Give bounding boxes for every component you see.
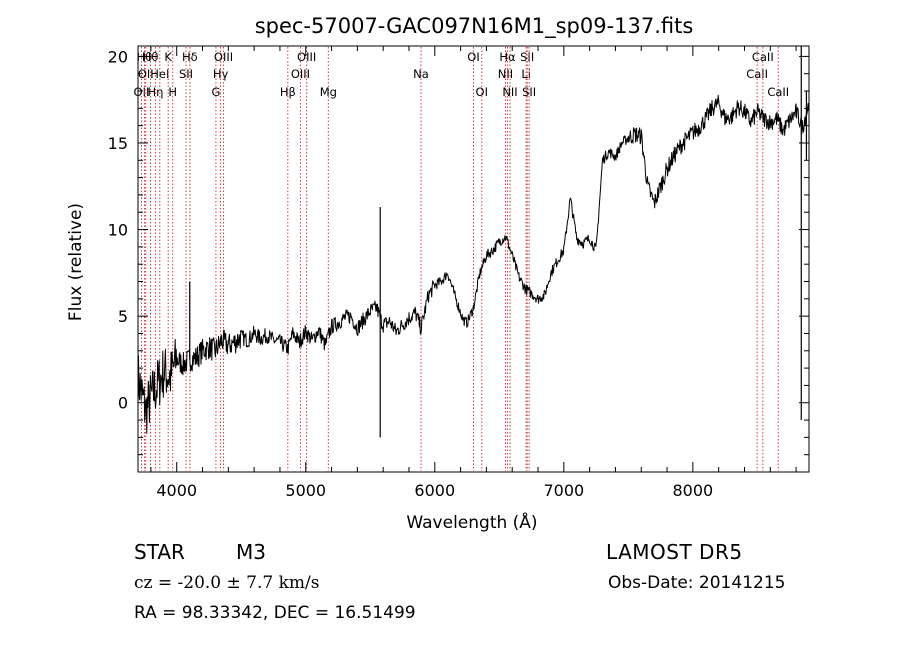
y-tick-label: 10 [108,221,128,240]
line-marker-label: NII [502,85,517,99]
line-marker-label: G [211,85,220,99]
line-marker-label: SII [522,85,536,99]
line-marker-label: Hβ [280,85,296,99]
obs-date: Obs-Date: 20141215 [608,573,786,593]
plot-frame [137,45,810,473]
line-marker-label: Hγ [213,67,229,81]
line-marker-label: OII [138,67,154,81]
line-marker-label: Hα [499,50,516,64]
line-marker-label: Hδ [182,50,198,64]
y-axis: 0 5 10 15 20 [108,47,809,456]
x-axis-label: Wavelength (Å) [406,511,537,533]
line-marker-label: CaII [752,50,774,64]
line-marker-label: OI [467,50,479,64]
line-marker-label: OI [476,85,488,99]
survey-name: LAMOST DR5 [606,540,743,564]
y-axis-label: Flux (relative) [66,203,86,321]
spectral-line-markers: OIIHθOIIHθHηHeIKHSIIHδGHγOIIIHβOIIIOIIIM… [134,47,789,471]
series-layer [137,46,810,438]
x-tick-label: 8000 [673,481,714,500]
x-tick-label: 4000 [156,481,197,500]
object-class: STAR [134,540,185,564]
y-tick-label: 5 [118,307,128,326]
coordinates: RA = 98.33342, DEC = 16.51499 [134,603,416,623]
chart-title: spec-57007-GAC097N16M1_sp09-137.fits [255,14,694,39]
line-marker-label: Mg [320,85,337,99]
line-marker-label: Hθ [143,50,159,64]
line-marker-label: SII [520,50,534,64]
line-marker-label: Na [413,67,429,81]
line-marker-label: K [164,50,172,64]
y-tick-label: 15 [108,134,128,153]
y-tick-label: 20 [108,47,128,66]
spectrum-line [137,94,810,434]
x-axis: 4000 5000 6000 7000 8000 [150,46,797,500]
line-marker-label: CaII [746,67,768,81]
line-marker-label: Hθ [137,50,153,64]
object-subclass: M3 [236,540,266,564]
x-tick-label: 7000 [543,481,584,500]
line-marker-label: OIII [291,67,310,81]
line-marker-label: CaII [767,85,789,99]
line-marker-label: OIII [214,50,233,64]
y-tick-label: 0 [118,394,128,413]
line-marker-label: SII [179,67,193,81]
x-tick-label: 6000 [414,481,455,500]
x-tick-label: 5000 [285,481,326,500]
velocity: cz = -20.0 ± 7.7 km/s [134,573,320,593]
line-marker-label: NII [498,67,513,81]
line-marker-label: Hη [147,85,163,99]
line-marker-label: Li [521,67,531,81]
line-marker-label: OIII [297,50,316,64]
line-marker-label: HeI [150,67,169,81]
line-marker-label: H [168,85,177,99]
